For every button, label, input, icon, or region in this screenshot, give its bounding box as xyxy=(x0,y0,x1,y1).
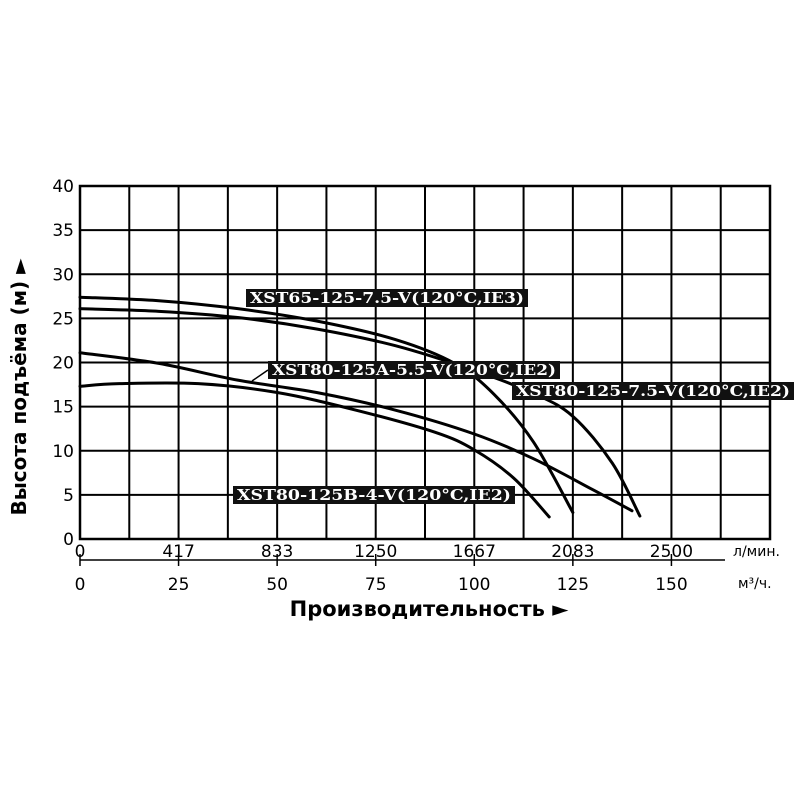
x2-tick-label: 2083 xyxy=(551,542,594,562)
series-label-xst80-125b-4: XST80-125B-4-V(120°C,IE2) xyxy=(237,486,511,504)
x2-tick-label: 1667 xyxy=(453,542,496,562)
y-tick-label: 10 xyxy=(52,442,74,462)
y-tick-label: 30 xyxy=(52,265,74,285)
x-tick-label: 25 xyxy=(168,575,190,595)
series-line-xst80-125-7-5 xyxy=(78,307,642,518)
axis-layer: л/мин. м³/ч. Производительность ► Высота… xyxy=(7,177,780,621)
x-tick-label: 50 xyxy=(266,575,288,595)
x-tick-label: 150 xyxy=(655,575,687,595)
series-label-leader xyxy=(251,369,269,382)
x-tick-label: 125 xyxy=(557,575,589,595)
y-axis-label: Высота подъёма (м) ► xyxy=(7,258,31,516)
x-tick-label: 100 xyxy=(458,575,490,595)
series-line-xst80-125b-4 xyxy=(78,381,551,519)
y-tick-label: 25 xyxy=(52,309,74,329)
label-layer: XST65-125-7.5-V(120°C,IE3) XST80-125-7.5-… xyxy=(233,289,794,504)
series-label-xst65-125-7-5-box xyxy=(246,289,528,307)
x2-tick-label: 833 xyxy=(261,542,293,562)
x-tick-label: 75 xyxy=(365,575,387,595)
series-label-xst80-125-7-5: XST80-125-7.5-V(120°C,IE2) xyxy=(516,382,790,400)
x-axis-label: Производительность ► xyxy=(290,597,570,621)
y-tick-label: 5 xyxy=(63,486,74,506)
y-tick-label: 15 xyxy=(52,398,74,418)
x2-unit-label: л/мин. xyxy=(733,544,780,560)
x2-tick-label: 0 xyxy=(75,542,86,562)
x-unit-label: м³/ч. xyxy=(738,576,772,592)
series-label-xst80-125-7-5-box xyxy=(512,382,794,400)
y-tick-label: 40 xyxy=(52,177,74,197)
x2-tick-label: 1250 xyxy=(354,542,397,562)
series-label-xst65-125-7-5: XST65-125-7.5-V(120°C,IE3) xyxy=(250,289,524,307)
x-tick-label: 0 xyxy=(75,575,86,595)
series-label-xst80-125b-4-box xyxy=(233,486,515,504)
series-label-xst80-125a-5-5-box xyxy=(268,361,560,379)
x2-tick-label: 2500 xyxy=(650,542,693,562)
curve-layer xyxy=(78,295,642,519)
y-tick-label: 0 xyxy=(63,530,74,550)
y-tick-label: 35 xyxy=(52,221,74,241)
plot-frame xyxy=(78,184,772,541)
series-line-xst80-125a-5-5 xyxy=(78,351,634,513)
series-label-xst80-125a-5-5: XST80-125A-5.5-V(120°C,IE2) xyxy=(272,361,556,379)
x2-tick-label: 417 xyxy=(162,542,194,562)
y-tick-label: 20 xyxy=(52,354,74,374)
series-line-xst65-125-7-5 xyxy=(78,295,575,515)
